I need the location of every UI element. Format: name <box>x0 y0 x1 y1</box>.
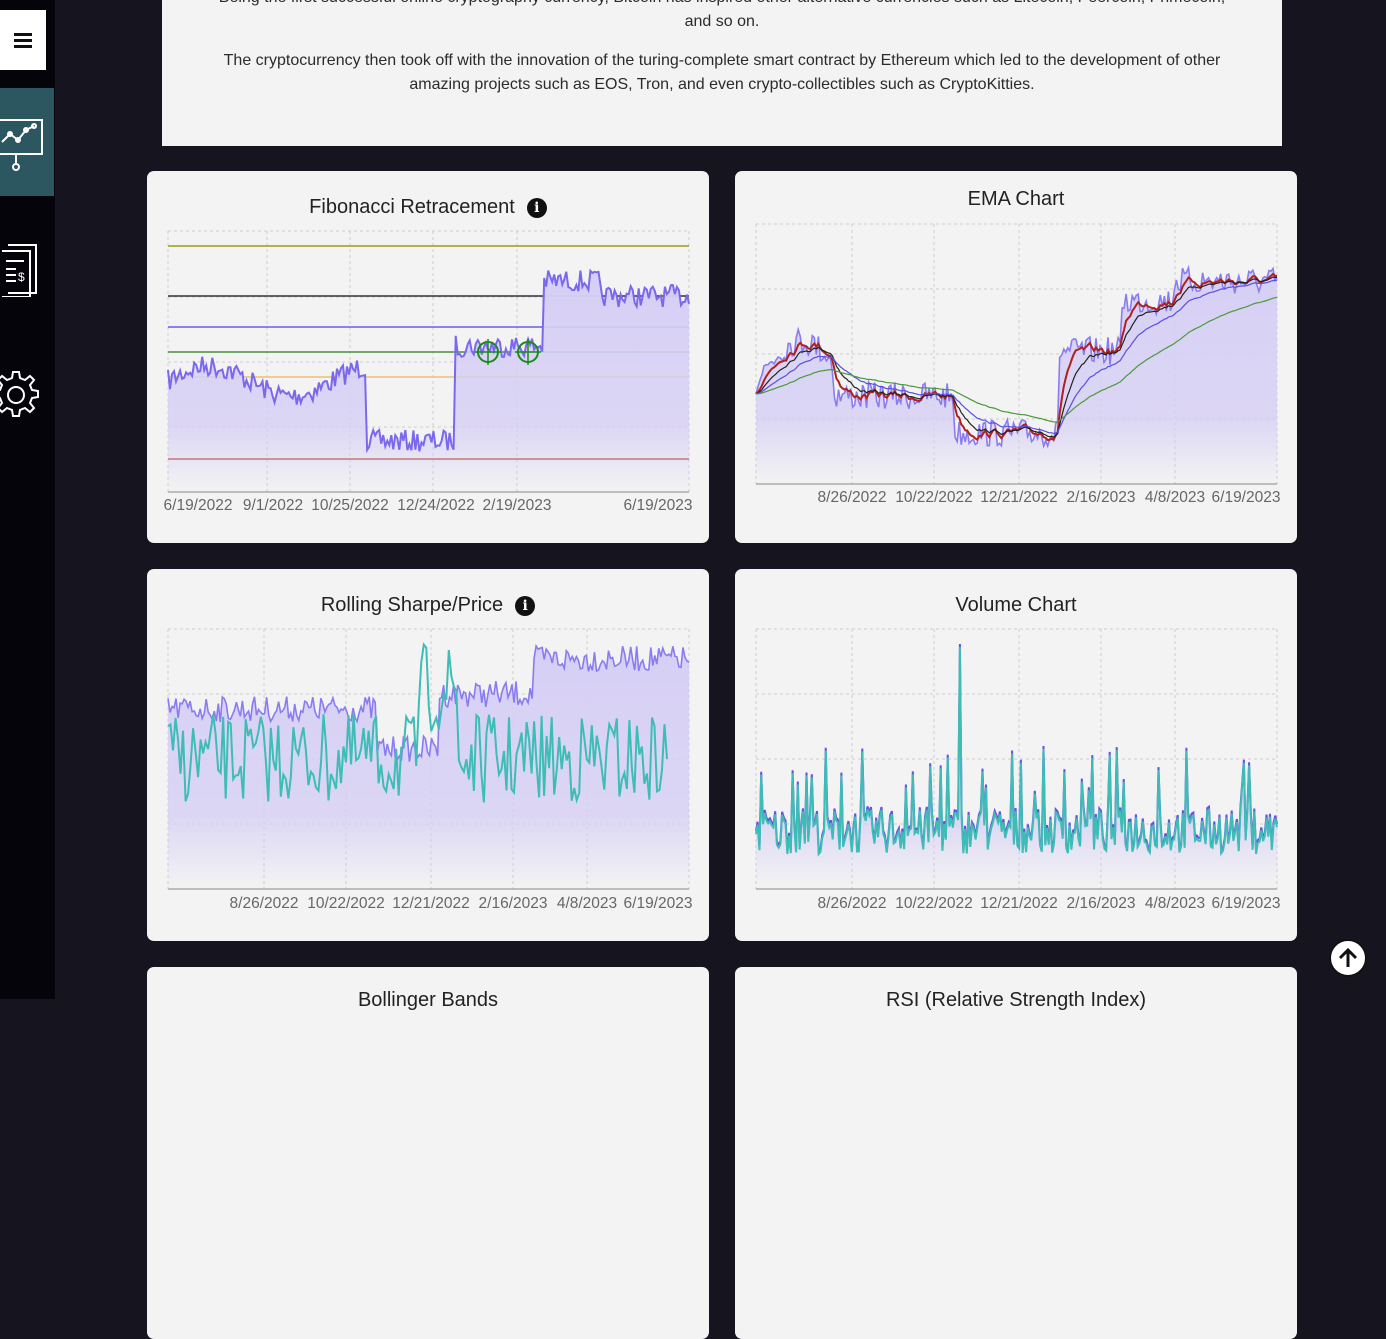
x-tick-label: 6/19/2023 <box>1212 489 1281 506</box>
x-tick-label: 10/25/2022 <box>311 497 389 514</box>
x-tick-label: 6/19/2022 <box>164 497 233 514</box>
gear-icon <box>0 371 39 417</box>
volume-line <box>755 646 1278 857</box>
fibonacci-chart: 6/19/2022 9/1/2022 10/25/2022 12/24/2022 2/1… <box>164 230 693 514</box>
intro-paragraph-2: The cryptocurrency then took off with th… <box>223 52 1221 93</box>
financial-report-icon: $ <box>2 244 37 297</box>
x-tick-label: 12/21/2022 <box>980 489 1058 506</box>
sharpe-card: Rolling Sharpe/Price i 8/26/2022 10/22/20… <box>147 569 709 941</box>
ema-line <box>755 296 1278 423</box>
sharpe-chart: 8/26/2022 10/22/2022 12/21/2022 2/16/2023 4/… <box>167 628 693 912</box>
sharpe-title-text: Rolling Sharpe/Price <box>320 594 504 616</box>
x-tick-label: 10/22/2022 <box>307 895 385 912</box>
fibonacci-title: Fibonacci Retracement i <box>147 196 709 219</box>
x-tick-label: 4/8/2023 <box>1145 489 1205 506</box>
x-tick-label: 12/24/2022 <box>397 497 475 514</box>
fibonacci-card: Fibonacci Retracement i 6/19/2022 9/1/202… <box>147 171 709 543</box>
bollinger-title: Bollinger Bands <box>147 989 709 1012</box>
rsi-card: RSI (Relative Strength Index) <box>735 967 1297 1339</box>
intro-panel: Being the first successful online crypto… <box>162 0 1282 146</box>
x-tick-label: 2/16/2023 <box>1067 489 1136 506</box>
volume-title: Volume Chart <box>735 594 1297 617</box>
info-icon[interactable]: i <box>515 595 536 616</box>
x-tick-label: 2/16/2023 <box>479 895 548 912</box>
nav-item-reports[interactable]: $ <box>0 238 54 298</box>
price-area <box>168 646 689 889</box>
ema-line <box>755 279 1278 435</box>
x-tick-label: 10/22/2022 <box>895 489 973 506</box>
ema-title: EMA Chart <box>735 188 1297 211</box>
fibonacci-title-text: Fibonacci Retracement <box>309 196 515 218</box>
sidebar: $ <box>0 0 55 999</box>
nav-item-settings[interactable] <box>0 365 54 425</box>
x-tick-label: 10/22/2022 <box>895 895 973 912</box>
x-tick-label: 2/19/2023 <box>483 497 552 514</box>
price-area <box>168 270 689 492</box>
x-tick-label: 8/26/2022 <box>818 895 887 912</box>
price-line <box>167 268 690 454</box>
x-tick-label: 8/26/2022 <box>230 895 299 912</box>
x-tick-label: 12/21/2022 <box>980 895 1058 912</box>
ema-line <box>755 276 1277 438</box>
sharpe-line <box>167 642 668 805</box>
volume-title-text: Volume Chart <box>955 594 1077 616</box>
ema-card: EMA Chart 8/26/2022 10/22/2022 12/21/2022 2… <box>735 171 1297 543</box>
svg-text:$: $ <box>18 270 25 284</box>
x-tick-label: 8/26/2022 <box>818 489 887 506</box>
ema-chart: 8/26/2022 10/22/2022 12/21/2022 2/16/2023 4/… <box>755 223 1281 506</box>
menu-toggle-button[interactable] <box>0 10 46 70</box>
volume-chart: 8/26/2022 10/22/2022 12/21/2022 2/16/2023 4/… <box>755 628 1281 912</box>
scroll-to-top-button[interactable] <box>1329 939 1367 977</box>
x-tick-label: 12/21/2022 <box>392 895 470 912</box>
hamburger-menu-icon <box>14 33 32 48</box>
x-tick-label: 9/1/2022 <box>243 497 303 514</box>
rsi-title-text: RSI (Relative Strength Index) <box>885 989 1147 1011</box>
analytics-presentation-icon <box>0 119 43 171</box>
bollinger-card: Bollinger Bands <box>147 967 709 1339</box>
x-tick-label: 4/8/2023 <box>1145 895 1205 912</box>
rsi-title: RSI (Relative Strength Index) <box>735 989 1297 1012</box>
arrow-up-icon <box>1338 947 1358 967</box>
volume-area <box>756 647 1277 889</box>
intro-paragraph-1: Being the first successful online crypto… <box>219 0 1225 30</box>
bollinger-title-text: Bollinger Bands <box>357 989 499 1011</box>
x-tick-label: 6/19/2023 <box>1212 895 1281 912</box>
info-icon[interactable]: i <box>526 197 547 218</box>
price-line <box>167 643 690 762</box>
x-tick-label: 6/19/2023 <box>624 895 693 912</box>
volume-card: Volume Chart 8/26/2022 10/22/2022 12/21/20… <box>735 569 1297 941</box>
sharpe-title: Rolling Sharpe/Price i <box>147 594 709 617</box>
price-area <box>756 267 1277 484</box>
ema-title-text: EMA Chart <box>967 188 1065 210</box>
x-tick-label: 4/8/2023 <box>557 895 617 912</box>
x-tick-label: 6/19/2023 <box>624 497 693 514</box>
ema-line <box>755 272 1278 442</box>
x-tick-label: 2/16/2023 <box>1067 895 1136 912</box>
nav-item-analytics[interactable] <box>0 88 54 196</box>
